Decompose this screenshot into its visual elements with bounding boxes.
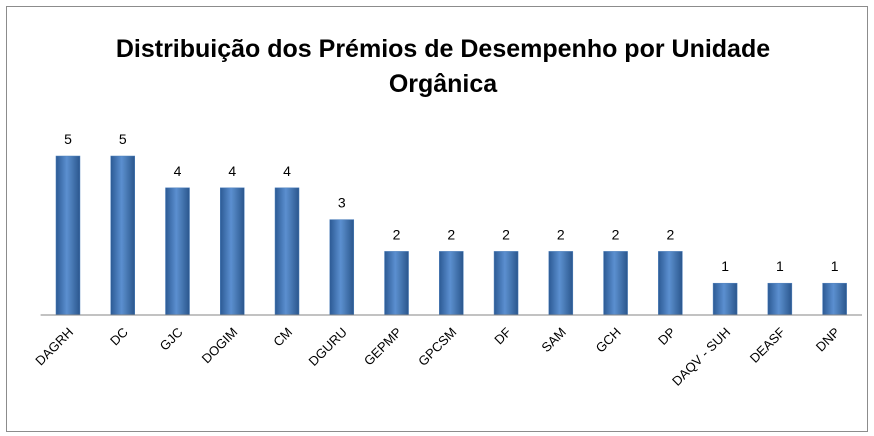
bar	[274, 187, 300, 316]
x-tick-label: DEASF	[747, 324, 788, 365]
data-label: 2	[612, 226, 620, 242]
bar	[493, 251, 519, 316]
data-label: 3	[338, 195, 346, 211]
data-label: 4	[228, 163, 236, 179]
bar	[767, 282, 793, 316]
bar	[822, 282, 847, 316]
x-tick-label: DAGRH	[32, 325, 76, 369]
x-tick-label: DP	[655, 325, 678, 348]
data-label: 4	[174, 163, 182, 179]
bar	[384, 251, 409, 316]
data-label: 2	[393, 226, 401, 242]
chart-frame	[6, 6, 868, 432]
x-tick-label: GEPMP	[361, 325, 405, 369]
bar	[329, 219, 355, 316]
data-label: 5	[119, 131, 127, 147]
bar	[712, 282, 738, 316]
x-tick-label: DNP	[813, 325, 843, 355]
data-label: 2	[502, 226, 510, 242]
x-tick-label: GPCSM	[415, 325, 459, 369]
data-label: 5	[64, 131, 72, 147]
x-tick-label: DF	[491, 324, 514, 347]
bar	[165, 187, 190, 316]
data-label: 1	[721, 258, 729, 274]
x-tick-label: DOGIM	[199, 325, 241, 367]
bar	[55, 155, 81, 316]
x-tick-label: CM	[270, 325, 295, 350]
data-label: 1	[776, 258, 784, 274]
x-tick-label: DC	[107, 325, 131, 349]
bar	[220, 187, 245, 316]
data-label: 2	[447, 226, 455, 242]
data-label: 4	[283, 163, 291, 179]
x-tick-label: GCH	[593, 325, 624, 356]
data-label: 2	[557, 226, 565, 242]
x-tick-label: DAQV - SUH	[669, 325, 733, 389]
bar	[548, 251, 574, 316]
bar	[603, 251, 628, 316]
x-tick-label: DGURU	[306, 325, 350, 369]
data-label: 1	[831, 258, 839, 274]
data-label: 2	[666, 226, 674, 242]
bar	[439, 251, 464, 316]
bar	[110, 155, 135, 316]
bar	[658, 251, 683, 316]
x-tick-label: GJC	[157, 325, 186, 354]
x-tick-label: SAM	[538, 325, 569, 356]
chart-title: Distribuição dos Prémios de Desempenho p…	[115, 35, 771, 98]
